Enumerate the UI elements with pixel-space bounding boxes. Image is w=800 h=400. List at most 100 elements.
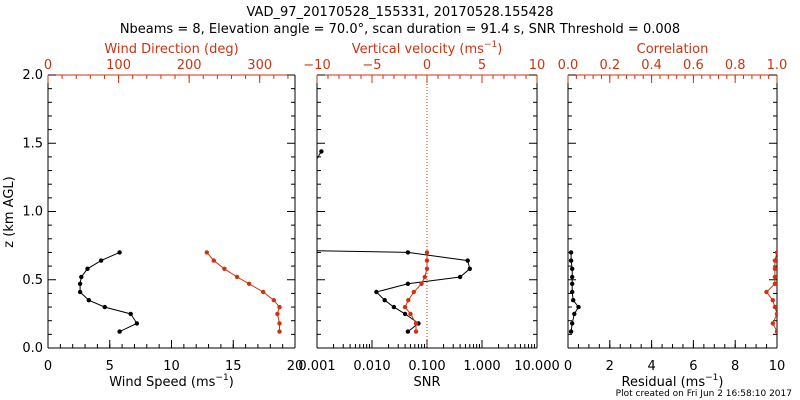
- panel-3-series-2-point: [774, 311, 777, 317]
- panel-2-top-axis-label-superscript: −1: [484, 40, 497, 50]
- bottom-tick-label: 0.100: [408, 359, 445, 374]
- panel-1-series-1-point: [77, 281, 83, 286]
- panel-2-series-2-point: [424, 266, 430, 271]
- panel-2-series-2-point: [422, 274, 427, 280]
- panel-3-series-1-point: [572, 311, 577, 317]
- bottom-tick-label: 0.001: [298, 359, 335, 374]
- panel-2-series-2-point: [424, 250, 430, 255]
- panel-3-series-2-point: [772, 304, 777, 310]
- top-tick-label: 0.0: [558, 58, 579, 73]
- top-tick-label: 100: [106, 58, 131, 73]
- panel-1-series-2-line: [206, 252, 281, 332]
- panel-1-series-2-point: [246, 281, 252, 286]
- panel-2-series-1-point: [319, 149, 324, 154]
- panel-1-series-1-point: [98, 258, 104, 263]
- bottom-tick-label: 15: [225, 359, 242, 374]
- panel-3-bottom-axis-label-superscript: −1: [705, 373, 718, 383]
- panel-1-series-1-point: [102, 304, 108, 310]
- top-tick-label: 0: [423, 58, 431, 73]
- footer-timestamp: Plot created on Fri Jun 2 16:58:10 2017: [616, 389, 792, 399]
- panel-2-series-group: [260, 149, 472, 334]
- panel-2-series-2-point: [402, 304, 408, 310]
- panel-2-series-1-point: [260, 248, 264, 252]
- bottom-tick-label: 6: [689, 359, 697, 374]
- top-tick-label: 1.0: [767, 58, 788, 73]
- panel-2-bottom-axis-label: SNR: [413, 375, 440, 390]
- panel-3-series-2-point: [774, 329, 777, 334]
- panel-2-top-axis-label: Vertical velocity (ms−1): [352, 40, 503, 57]
- panel-1-series-2-point: [277, 329, 282, 334]
- top-tick-label: 5: [478, 58, 486, 73]
- panel-3-series-1-point: [570, 281, 575, 286]
- panel-2-series-2-point: [419, 281, 424, 286]
- panel-2-series-1-point: [467, 266, 472, 271]
- panel-3-series-1-point: [576, 304, 581, 310]
- panel-2-series-1-point: [402, 311, 408, 317]
- bottom-tick-label: 2: [606, 359, 614, 374]
- panel-2-series-1-point: [382, 298, 387, 303]
- panel-1-series-2-point: [271, 298, 276, 303]
- panel-3-series-1-point: [570, 266, 575, 271]
- panel-3-series-1-point: [571, 298, 576, 303]
- panel-3-series-1-point: [570, 321, 575, 326]
- panel-3-series-1-point: [568, 258, 574, 263]
- panel-1-series-1-point: [134, 321, 140, 326]
- top-tick-label: 0.4: [641, 58, 662, 73]
- panel-1-series-1-point: [85, 266, 90, 271]
- panel-1-series-2-point: [234, 274, 240, 280]
- panel-1-series-2-point: [277, 321, 282, 326]
- panel-1-series-1-point: [117, 329, 122, 334]
- top-tick-label: 10: [529, 58, 546, 73]
- top-tick-label: 0.6: [683, 58, 704, 73]
- panel-3-series-group: [568, 250, 777, 334]
- panel-3: 0 2 4 6 8 10 0.0 0.2 0.4 0.6 0.8 1.0 Residual (ms−1)…: [558, 42, 788, 390]
- bottom-tick-label: 20: [287, 359, 304, 374]
- panel-3-series-1-point: [570, 289, 575, 295]
- panel-3-bottom-axis-label-text: Residual (ms: [622, 375, 706, 390]
- panel-2-series-1-line: [317, 151, 471, 332]
- bottom-tick-label: 0.010: [353, 359, 390, 374]
- panel-2-top-axis-label-text: Vertical velocity (ms: [352, 42, 484, 57]
- panel-3-series-2-point: [770, 298, 775, 303]
- y-tick-label: 1.5: [22, 136, 43, 151]
- panel-3-series-2-point: [770, 321, 775, 326]
- top-tick-label: 0: [44, 58, 52, 73]
- y-tick-label: 1.0: [22, 205, 43, 220]
- panel-2-series-2-point: [424, 258, 430, 263]
- panel-1-series-1-line: [79, 251, 138, 333]
- y-axis-label: z (km AGL): [2, 176, 17, 247]
- panel-2-top-axis-label-close: ): [497, 42, 502, 57]
- y-tick-label: 2.0: [22, 68, 43, 83]
- bottom-tick-label: 0: [44, 359, 52, 374]
- bottom-tick-label: 10: [163, 359, 180, 374]
- panel-1-series-group: [77, 250, 282, 334]
- y-tick-label: 0.5: [22, 273, 43, 288]
- panel-1-series-2-point: [275, 311, 280, 317]
- bottom-tick-label: 8: [731, 359, 739, 374]
- panel-1-series-1-point: [86, 298, 92, 303]
- panel-3-series-2-point: [772, 281, 777, 286]
- bottom-tick-label: 10.000: [514, 359, 560, 374]
- panel-2-series-2-point: [413, 321, 419, 326]
- panel-3-series-2-point: [772, 258, 777, 263]
- top-tick-label: 200: [177, 58, 202, 73]
- panel-1-series-2-point: [204, 250, 209, 255]
- top-tick-label: −5: [362, 58, 381, 73]
- panel-3-bottom-axis-label: Residual (ms−1): [622, 373, 724, 390]
- panel-1-series-2-point: [211, 258, 216, 263]
- panel-1-series-2-point: [277, 304, 282, 310]
- bottom-tick-label: 4: [647, 359, 655, 374]
- panel-1-series-2-point: [222, 266, 227, 271]
- figure-subtitle: Nbeams = 8, Elevation angle = 70.0°, sca…: [120, 22, 680, 37]
- panel-1-top-axis-label: Wind Direction (deg): [104, 42, 238, 57]
- top-tick-label: 300: [247, 58, 272, 73]
- panel-2-series-1-point: [405, 281, 411, 286]
- panel-3-bottom-axis-label-close: ): [718, 375, 723, 390]
- panel-2-series-1-point: [457, 274, 463, 280]
- panel-1-series-2-point: [261, 289, 266, 295]
- panel-2-series-2-point: [413, 329, 419, 334]
